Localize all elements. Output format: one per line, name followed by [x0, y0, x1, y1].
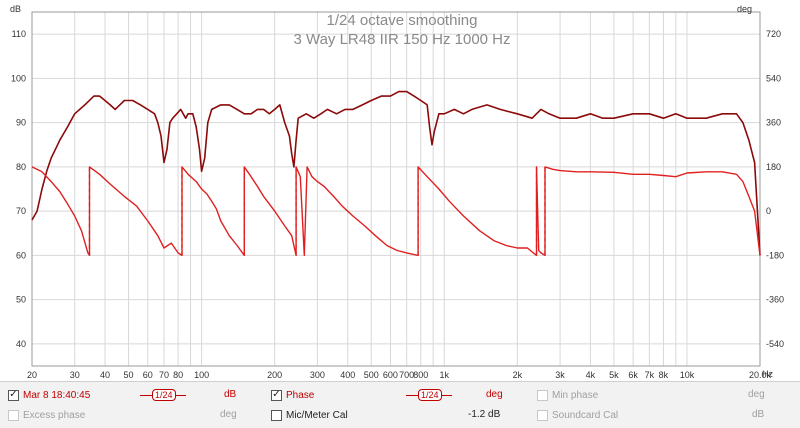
grid [31, 12, 761, 366]
right-tick-label: 360 [766, 118, 781, 128]
x-tick-label: 3k [555, 370, 565, 380]
phase-toggle[interactable]: ✓ Phase [271, 386, 314, 404]
phase-smoothing-value: 1/24 [418, 389, 442, 401]
excess-phase-toggle[interactable]: Excess phase [8, 406, 85, 424]
phase-series-line [31, 166, 761, 257]
x-axis-unit: Hz [762, 369, 773, 379]
soundcard-cal-unit: dB [752, 409, 765, 420]
phase-label: Phase [286, 389, 315, 401]
x-tick-label: 30 [70, 370, 80, 380]
mic-cal-toggle[interactable]: Mic/Meter Cal [271, 406, 348, 424]
phase-checkbox[interactable]: ✓ [271, 389, 282, 401]
plot-frame [31, 11, 761, 367]
x-tick-label: 600 [383, 370, 398, 380]
left-tick-label: 80 [16, 162, 26, 172]
soundcard-cal-label: Soundcard Cal [552, 409, 619, 421]
phase-unit: deg [486, 389, 503, 400]
right-tick-label: 0 [766, 206, 771, 216]
excess-phase-unit: deg [220, 409, 237, 420]
x-tick-label: 8k [659, 370, 669, 380]
x-tick-label: 5k [609, 370, 619, 380]
spl-smoothing-value: 1/24 [152, 389, 176, 401]
left-axis-unit: dB [10, 4, 21, 14]
min-phase-label: Min phase [552, 389, 599, 401]
x-tick-label: 800 [413, 370, 428, 380]
x-tick-label: 500 [364, 370, 379, 380]
x-tick-label: 6k [628, 370, 638, 380]
min-phase-checkbox[interactable] [537, 389, 548, 401]
right-tick-label: 720 [766, 29, 781, 39]
mic-cal-checkbox[interactable] [271, 409, 282, 421]
left-tick-label: 40 [16, 339, 26, 349]
excess-phase-checkbox[interactable] [8, 409, 19, 421]
x-tick-label: 200 [267, 370, 282, 380]
min-phase-toggle[interactable]: Min phase [537, 386, 598, 404]
x-tick-label: 7k [645, 370, 655, 380]
measurement-label: Mar 8 18:40:45 [23, 389, 91, 401]
spl-smoothing-selector[interactable]: 1/24 [140, 388, 186, 402]
soundcard-cal-toggle[interactable]: Soundcard Cal [537, 406, 618, 424]
left-tick-label: 60 [16, 250, 26, 260]
x-tick-label: 40 [100, 370, 110, 380]
x-tick-label: 4k [586, 370, 596, 380]
right-tick-label: -180 [766, 250, 784, 260]
measurement-toggle[interactable]: ✓ Mar 8 18:40:45 [8, 386, 90, 404]
left-tick-label: 70 [16, 206, 26, 216]
right-tick-label: -360 [766, 295, 784, 305]
x-tick-label: 10k [680, 370, 695, 380]
right-tick-label: 180 [766, 162, 781, 172]
excess-phase-label: Excess phase [23, 409, 86, 421]
mic-cal-value: -1.2 dB [468, 409, 501, 420]
mic-cal-label: Mic/Meter Cal [286, 409, 348, 421]
spl-series-line [31, 90, 761, 256]
spl-unit: dB [224, 389, 237, 400]
axes: 40 50 60 70 80 90 100 110 -540 -360 -180 0 180 360 540… [11, 11, 784, 380]
x-tick-label: 70 [159, 370, 169, 380]
x-tick-label: 400 [340, 370, 355, 380]
x-tick-label: 100 [194, 370, 209, 380]
chart: 40 50 60 70 80 90 100 110 -540 -360 -180 0 180 360 540… [10, 4, 784, 380]
phase-smoothing-selector[interactable]: 1/24 [406, 388, 452, 402]
right-tick-label: 540 [766, 73, 781, 83]
x-tick-label: 50 [124, 370, 134, 380]
legend-panel: ✓ Mar 8 18:40:45 1/24 dB ✓ Phase 1/24 de… [0, 381, 800, 428]
chart-title: 1/24 octave smoothing [327, 12, 478, 29]
x-tick-label: 60 [143, 370, 153, 380]
left-tick-label: 110 [12, 29, 26, 39]
measurement-checkbox[interactable]: ✓ [8, 389, 19, 401]
x-tick-label: 1k [440, 370, 450, 380]
right-tick-label: -540 [766, 339, 784, 349]
left-tick-label: 50 [16, 295, 26, 305]
x-tick-label: 20 [27, 370, 37, 380]
left-tick-label: 100 [11, 73, 26, 83]
x-tick-label: 700 [399, 370, 414, 380]
x-tick-label: 20.0k [749, 370, 772, 380]
left-tick-label: 90 [16, 118, 26, 128]
chart-subtitle: 3 Way LR48 IIR 150 Hz 1000 Hz [293, 31, 510, 48]
series-layer [31, 90, 761, 257]
x-tick-label: 2k [513, 370, 523, 380]
min-phase-unit: deg [748, 389, 765, 400]
x-tick-label: 80 [173, 370, 183, 380]
soundcard-cal-checkbox[interactable] [537, 409, 548, 421]
right-axis-unit: deg [737, 4, 752, 14]
x-tick-label: 300 [310, 370, 325, 380]
